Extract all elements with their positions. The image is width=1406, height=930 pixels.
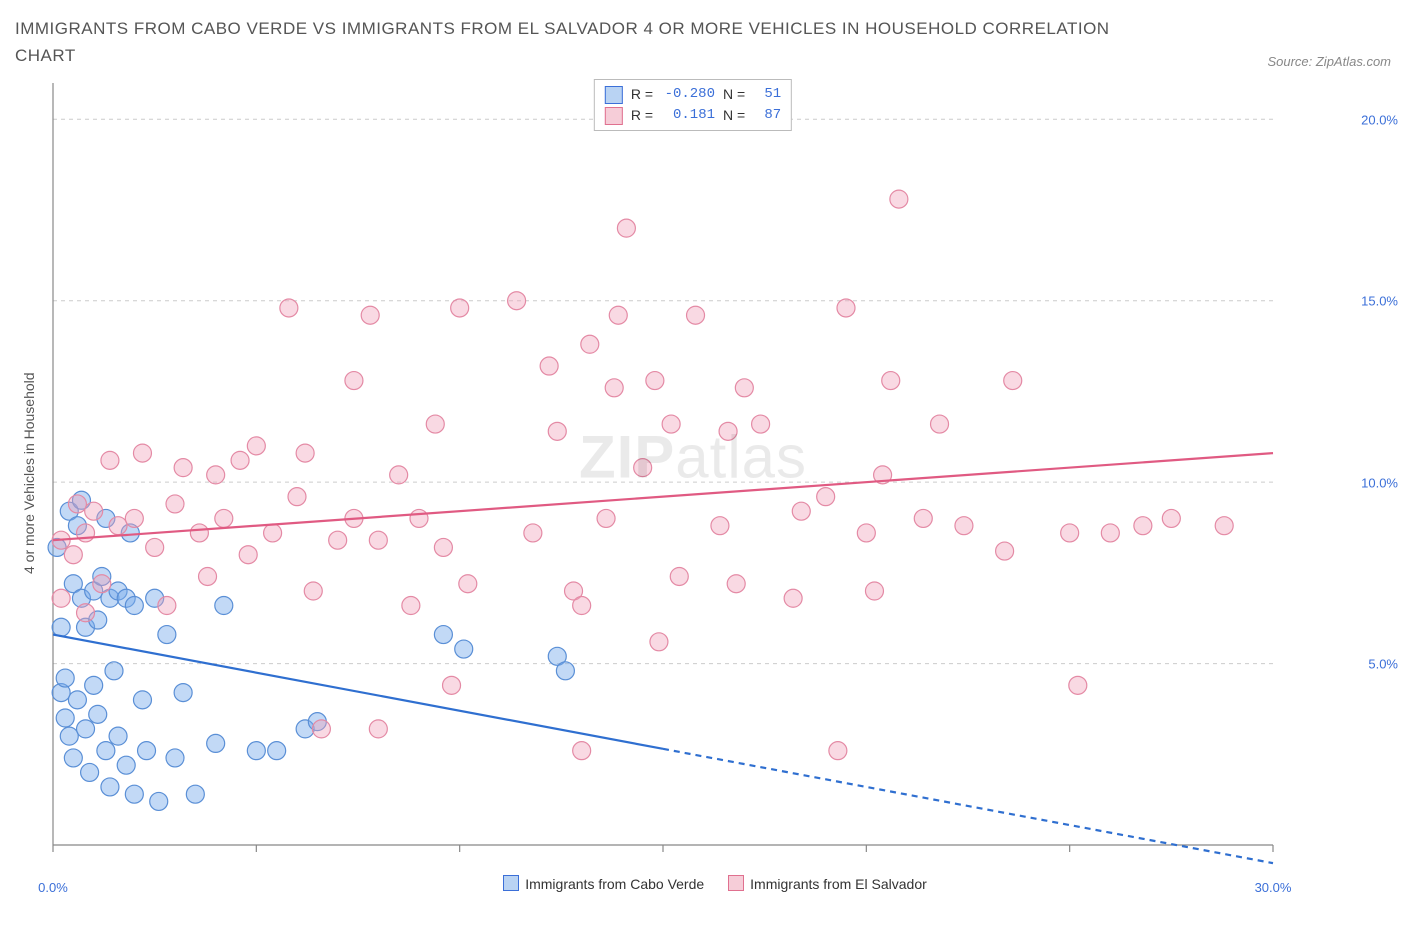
chart-title: IMMIGRANTS FROM CABO VERDE VS IMMIGRANTS… [15, 15, 1115, 69]
n-value: 87 [753, 105, 781, 126]
scatter-plot [43, 73, 1343, 873]
source-credit: Source: ZipAtlas.com [1267, 54, 1391, 69]
legend-label: Immigrants from Cabo Verde [525, 876, 704, 892]
x-tick-label: 30.0% [1255, 880, 1292, 895]
stat-label: R = [631, 105, 653, 126]
x-tick-label: 0.0% [38, 880, 68, 895]
legend-swatch [605, 86, 623, 104]
r-value: -0.280 [661, 84, 715, 105]
legend-swatch [728, 875, 744, 891]
stat-label: N = [723, 105, 745, 126]
legend-label: Immigrants from El Salvador [750, 876, 927, 892]
legend-swatch [605, 107, 623, 125]
stat-legend-box: R = -0.280 N = 51 R = 0.181 N = 87 [594, 79, 792, 131]
legend-swatch [503, 875, 519, 891]
y-tick-label: 20.0% [1361, 112, 1398, 127]
y-axis-label: 4 or more Vehicles in Household [15, 273, 43, 673]
n-value: 51 [753, 84, 781, 105]
plot-container: ZIPatlas R =-0.280N =51R =0.181N =87 5.0… [43, 73, 1343, 873]
y-tick-label: 15.0% [1361, 294, 1398, 309]
stat-label: N = [723, 84, 745, 105]
y-tick-label: 5.0% [1368, 656, 1398, 671]
stat-label: R = [631, 84, 653, 105]
r-value: 0.181 [661, 105, 715, 126]
y-tick-label: 10.0% [1361, 475, 1398, 490]
bottom-legend: Immigrants from Cabo Verde Immigrants fro… [15, 875, 1391, 892]
